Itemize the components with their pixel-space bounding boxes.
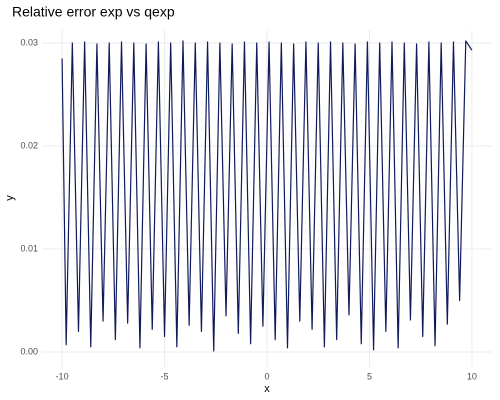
line-series [61, 40, 473, 352]
x-tick-label: 10 [467, 371, 477, 381]
y-tick-label: 0.00 [20, 346, 38, 356]
x-tick-label: -5 [161, 371, 169, 381]
x-tick-label: 5 [367, 371, 372, 381]
y-axis-title: y [4, 195, 16, 201]
x-tick-label: 0 [264, 371, 269, 381]
x-tick-label: -10 [56, 371, 69, 381]
y-tick-label: 0.03 [20, 37, 38, 47]
chart-title: Relative error exp vs qexp [12, 4, 175, 20]
y-tick-label: 0.02 [20, 140, 38, 150]
x-axis-title: x [264, 383, 270, 395]
y-tick-label: 0.01 [20, 243, 38, 253]
